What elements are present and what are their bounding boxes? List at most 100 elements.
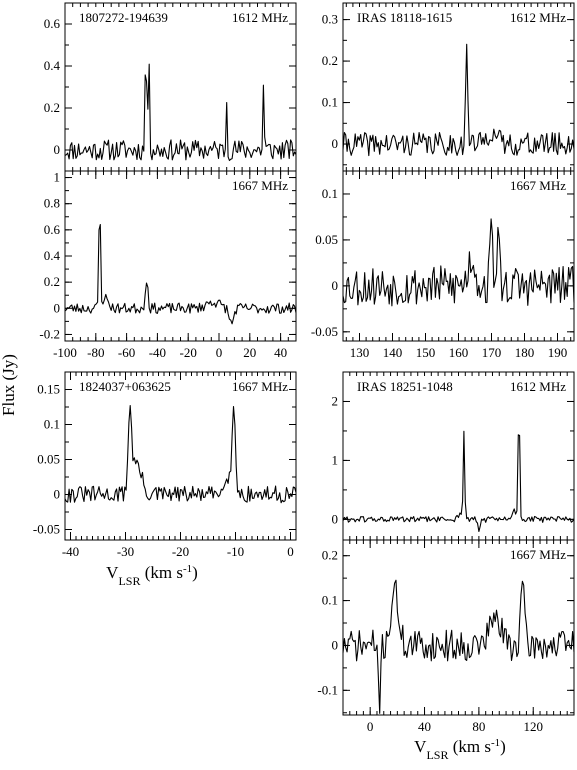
frequency-label: 1667 MHz [510, 547, 566, 562]
spectrum-panel: 0 0.1 0.2 0.3 IRAS 18118-1615 1612 MHz [322, 2, 575, 172]
x-axis-title-sub: LSR [118, 574, 140, 588]
frequency-label: 1612 MHz [232, 10, 288, 25]
y-tick-label: 0 [332, 511, 339, 526]
spectrum-panel: -0.05 0 0.05 0.1 130 140 150 160 170 180 190 1667 M… [311, 170, 575, 360]
x-tick-label: 20 [243, 345, 256, 360]
x-tick-label: 150 [416, 345, 436, 360]
y-tick-label: 0.2 [322, 548, 338, 563]
x-tick-label: -40 [149, 345, 166, 360]
x-tick-label: -20 [180, 345, 197, 360]
y-tick-label: 0.2 [44, 100, 60, 115]
x-tick-label: 130 [350, 345, 370, 360]
x-tick-label: -30 [117, 544, 134, 559]
y-tick-label: -0.05 [311, 324, 338, 339]
spectrum-line [342, 218, 575, 307]
y-tick-label: 0.1 [44, 417, 60, 432]
x-tick-label: -20 [172, 544, 189, 559]
frequency-label: 1667 MHz [232, 379, 288, 394]
source-label: IRAS 18251-1048 [357, 379, 453, 394]
spectrum-panel: 0 0.2 0.4 0.6 1807272-194639 1612 MHz [44, 2, 297, 172]
source-label: 1807272-194639 [79, 10, 168, 25]
frequency-label: 1612 MHz [510, 10, 566, 25]
panel-frame [342, 371, 575, 541]
x-tick-label: 190 [548, 345, 568, 360]
frequency-label: 1667 MHz [510, 178, 566, 193]
y-tick-label: 0 [54, 487, 61, 502]
y-tick-label: -0.1 [317, 682, 338, 697]
y-axis-title: Flux (Jy) [0, 354, 18, 416]
x-tick-label: -80 [87, 345, 104, 360]
panel-frame [342, 170, 575, 342]
panel-frame [64, 170, 297, 342]
panel-frame [64, 2, 297, 172]
x-tick-label: -10 [227, 544, 244, 559]
x-axis-title-left: VLSR (km s-1) [106, 563, 198, 588]
x-tick-label: -40 [62, 544, 79, 559]
y-tick-label: 0.6 [44, 222, 61, 237]
x-axis-title-close: ) [500, 737, 506, 756]
y-tick-label: 0.1 [322, 95, 338, 110]
y-tick-label: -0.2 [39, 326, 60, 341]
x-tick-label: -100 [53, 345, 77, 360]
y-tick-label: 0.4 [44, 248, 61, 263]
y-tick-label: 0.1 [322, 593, 338, 608]
y-tick-label: 0 [54, 300, 61, 315]
x-tick-label: 80 [472, 719, 485, 734]
spectrum-line [64, 223, 297, 325]
y-tick-label: 0 [332, 278, 339, 293]
y-tick-label: 0 [54, 142, 61, 157]
frequency-label: 1612 MHz [510, 379, 566, 394]
spectrum-panel: -0.2 0 0.2 0.4 0.6 0.8 1 -100 -80 -60 -40 -20 0 20 40 1… [39, 170, 297, 360]
y-tick-label: 0.4 [44, 58, 61, 73]
spectrum-line [342, 43, 575, 157]
y-tick-label: 0.2 [44, 274, 60, 289]
panel-frame [342, 539, 575, 716]
spectrum-panel: 0 1 2 IRAS 18251-1048 1612 MHz [332, 371, 575, 541]
x-axis-title-close: ) [192, 563, 198, 582]
spectrum-line [64, 405, 297, 504]
x-tick-label: -60 [118, 345, 135, 360]
y-tick-label: 1 [54, 170, 61, 185]
spectrum-line [342, 579, 575, 714]
y-tick-label: 2 [332, 393, 339, 408]
x-axis-title-units: (km s [448, 737, 491, 756]
x-axis-title-sub: LSR [426, 748, 448, 762]
x-tick-label: 180 [515, 345, 535, 360]
x-tick-label: 170 [482, 345, 502, 360]
y-tick-label: 0.8 [44, 196, 60, 211]
spectrum-panel: -0.05 0 0.05 0.1 0.15 -40 -30 -20 -10 0 1824037+06… [33, 371, 297, 559]
y-tick-label: 0.15 [37, 382, 60, 397]
y-tick-label: -0.05 [33, 522, 60, 537]
y-tick-label: 0.05 [37, 452, 60, 467]
frequency-label: 1667 MHz [232, 178, 288, 193]
source-label: IRAS 18118-1615 [357, 10, 452, 25]
x-tick-label: 140 [383, 345, 403, 360]
x-axis-title-sup: -1 [491, 737, 500, 749]
x-tick-label: 40 [274, 345, 287, 360]
y-tick-label: 0.2 [322, 53, 338, 68]
x-tick-label: 40 [418, 719, 431, 734]
y-tick-label: 1 [332, 452, 339, 467]
y-tick-label: 0 [332, 637, 339, 652]
x-tick-label: 160 [449, 345, 469, 360]
y-tick-label: 0.05 [315, 232, 338, 247]
x-axis-title-units: (km s [140, 563, 183, 582]
y-tick-label: 0.3 [322, 12, 338, 27]
y-tick-label: 0 [332, 136, 339, 151]
x-axis-title-right: VLSR (km s-1) [414, 737, 506, 762]
y-tick-label: 0.1 [322, 186, 338, 201]
x-axis-title-main: V [106, 563, 119, 582]
x-tick-label: 120 [523, 719, 543, 734]
x-axis-title-main: V [414, 737, 427, 756]
x-tick-label: 0 [216, 345, 223, 360]
panel-frame [64, 371, 297, 541]
source-label: 1824037+063625 [79, 379, 171, 394]
x-tick-label: 0 [287, 544, 294, 559]
y-tick-label: 0.6 [44, 16, 61, 31]
spectrum-line [342, 430, 575, 533]
x-tick-label: 0 [367, 719, 374, 734]
spectrum-line [64, 63, 297, 162]
x-axis-title-sup: -1 [183, 563, 192, 575]
spectrum-panel: -0.1 0 0.1 0.2 0 40 80 120 1667 MHz [317, 539, 575, 734]
